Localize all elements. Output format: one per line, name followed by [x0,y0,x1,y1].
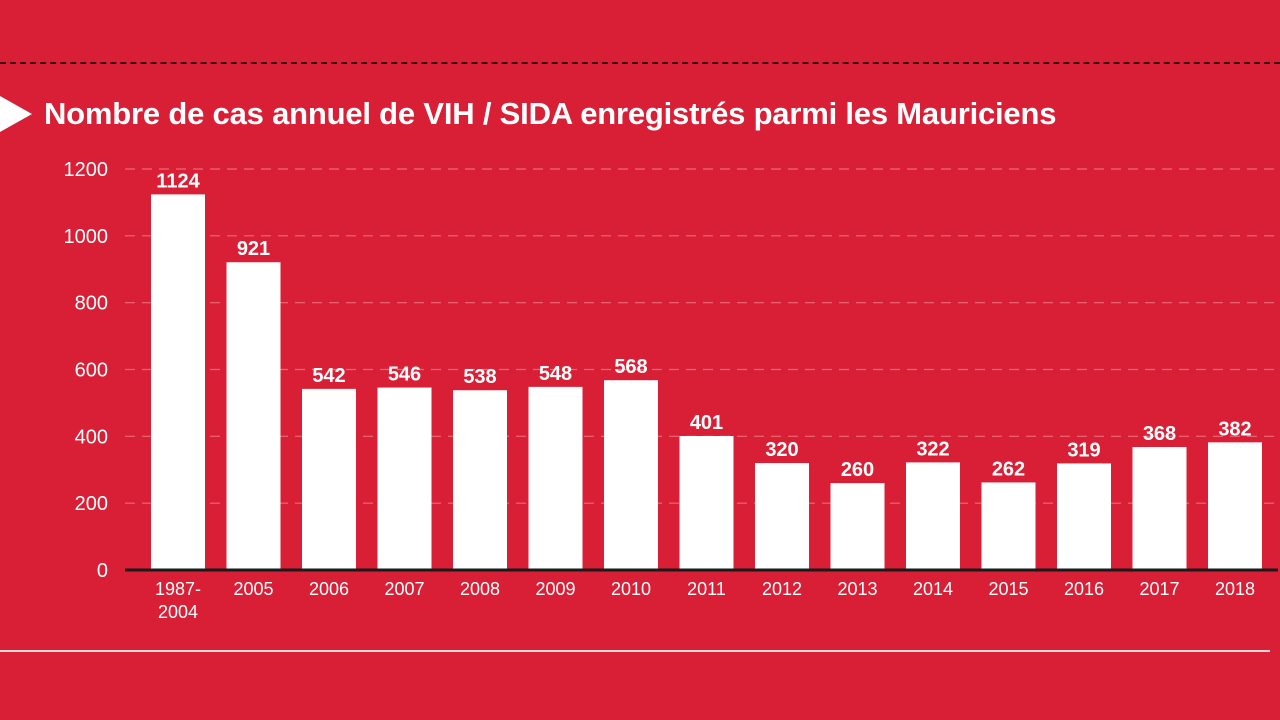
x-tick-label: 2014 [913,579,953,599]
x-tick-label: 2005 [233,579,273,599]
bar [377,387,432,570]
x-tick-label: 1987- [155,579,201,599]
x-tick-label: 2007 [384,579,424,599]
data-label: 548 [539,363,572,385]
data-label: 542 [312,365,345,387]
data-label: 921 [237,238,270,260]
x-tick-label: 2013 [837,579,877,599]
play-arrow-icon [0,96,32,132]
data-label: 368 [1143,423,1176,445]
x-tick-label: 2012 [762,579,802,599]
bar [226,262,281,570]
bottom-divider [0,650,1270,652]
bar [604,380,658,570]
data-label: 546 [388,364,421,386]
y-tick-label: 1000 [64,226,109,248]
bar [755,463,809,570]
x-tick-label: 2008 [460,579,500,599]
data-label: 260 [841,459,874,481]
y-tick-label: 0 [97,560,108,582]
data-label: 319 [1067,439,1100,461]
data-label: 322 [916,438,949,460]
data-label: 401 [690,412,723,434]
x-tick-label: 2016 [1064,579,1104,599]
y-tick-label: 200 [75,493,108,515]
y-tick-label: 600 [75,360,108,382]
bar [302,388,356,570]
data-label: 568 [614,356,647,378]
data-label: 262 [992,458,1025,480]
bar [1132,447,1187,570]
x-tick-label: 2011 [687,579,726,599]
bar [679,435,734,570]
data-label: 382 [1218,418,1251,440]
bar [453,390,507,570]
bar [151,194,205,570]
x-tick-label: 2004 [158,602,198,622]
y-tick-label: 800 [75,293,108,315]
x-tick-label: 2018 [1215,579,1255,599]
bar [906,462,960,570]
x-tick-label: 2009 [535,579,575,599]
y-tick-label: 400 [75,426,108,448]
title-row: Nombre de cas annuel de VIH / SIDA enreg… [0,90,1056,138]
data-label: 1124 [156,170,200,192]
bar [528,386,583,570]
data-label: 538 [463,366,496,388]
x-tick-label: 2006 [309,579,349,599]
y-tick-label: 1200 [64,159,109,181]
bar [830,483,885,570]
x-tick-label: 2015 [988,579,1028,599]
bar [1208,442,1262,570]
bar [1057,463,1111,570]
x-tick-label: 2017 [1139,579,1179,599]
data-label: 320 [765,439,798,461]
chart-title: Nombre de cas annuel de VIH / SIDA enreg… [44,96,1057,131]
top-divider [0,62,1280,64]
bar [981,482,1036,570]
x-tick-label: 2010 [611,579,651,599]
